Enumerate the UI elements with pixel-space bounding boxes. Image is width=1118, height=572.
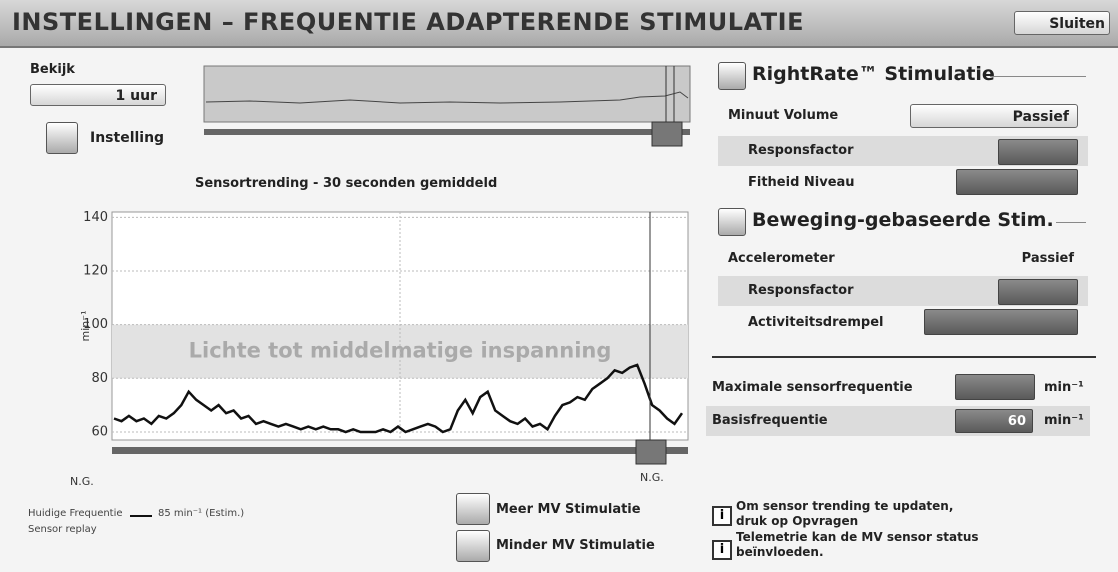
rule (1056, 222, 1086, 223)
info-text: Om sensor trending te updaten, (736, 499, 954, 513)
y-tick-label: 80 (91, 371, 108, 386)
unit: min⁻¹ (1044, 380, 1084, 395)
info-icon: i (712, 540, 732, 560)
accelerometer-value: Passief (1021, 251, 1074, 266)
rightrate-title: RightRate™ Stimulatie (752, 63, 995, 85)
fitness-label: Fitheid Niveau (748, 175, 855, 190)
y-tick-label: 60 (91, 424, 108, 439)
minute-volume-dropdown[interactable]: Passief (910, 104, 1078, 128)
activity-threshold-label: Activiteitsdrempel (748, 315, 884, 330)
base-rate-label: Basisfrequentie (712, 413, 828, 428)
less-icon[interactable] (456, 530, 490, 562)
rightrate-icon (718, 62, 746, 90)
separator (712, 356, 1096, 358)
response-factor-label: Responsfactor (748, 283, 854, 298)
y-tick-label: 120 (83, 264, 108, 279)
accelerometer-label: Accelerometer (728, 251, 835, 266)
chart-title: Sensortrending - 30 seconden gemiddeld (195, 176, 498, 191)
base-rate-value[interactable]: 60 (955, 409, 1033, 433)
max-sensor-label: Maximale sensorfrequentie (712, 380, 913, 395)
more-button[interactable]: Meer MV Stimulatie (496, 502, 641, 517)
band-label: Lichte tot middelmatige inspanning (189, 338, 612, 362)
trend-chart: Lichte tot middelmatige inspanning 60 80 10… (70, 65, 691, 488)
info-text: beïnvloeden. (736, 545, 824, 559)
info-text: druk op Opvragen (736, 514, 859, 528)
trend-line (113, 363, 684, 434)
time-slider (112, 447, 688, 454)
minute-volume-label: Minuut Volume (728, 108, 839, 123)
overview-chart (203, 65, 691, 123)
legend-value: 85 min⁻¹ (Estim.) (158, 508, 245, 519)
replay-label: Sensor replay (28, 524, 97, 535)
value-box[interactable] (998, 139, 1078, 165)
settings-icon[interactable] (46, 122, 78, 154)
overview-slider[interactable] (204, 129, 690, 135)
slider-handle[interactable] (635, 439, 667, 465)
title-bar (0, 0, 1118, 48)
info-icon: i (712, 506, 732, 526)
view-label: Bekijk (30, 62, 75, 77)
y-tick-label: 140 (83, 210, 108, 225)
view-dropdown[interactable]: 1 uur (30, 84, 166, 106)
legend-swatch (130, 515, 152, 517)
motion-icon (718, 208, 746, 236)
motion-title: Beweging-gebaseerde Stim. (752, 209, 1054, 231)
unit: min⁻¹ (1044, 413, 1084, 428)
info-text: Telemetrie kan de MV sensor status (736, 530, 979, 544)
value-box[interactable] (955, 374, 1035, 400)
less-button[interactable]: Minder MV Stimulatie (496, 538, 655, 553)
screen-title: INSTELLINGEN – FREQUENTIE ADAPTERENDE ST… (12, 8, 804, 36)
y-tick-label: 100 (83, 317, 108, 332)
value-box[interactable] (924, 309, 1078, 335)
value-box[interactable] (998, 279, 1078, 305)
more-icon[interactable] (456, 493, 490, 525)
x-label-start: N.G. (70, 475, 94, 488)
rule (990, 76, 1086, 77)
x-label-end: N.G. (640, 471, 664, 484)
settings-button[interactable]: Instelling (90, 130, 165, 146)
overview-line (205, 91, 689, 104)
legend-label: Huidige Frequentie (28, 508, 123, 519)
close-button[interactable]: Sluiten (1014, 11, 1110, 35)
value-box[interactable] (956, 169, 1078, 195)
response-factor-label: Responsfactor (748, 143, 854, 158)
overview-handle[interactable] (651, 121, 683, 147)
y-axis-label: min⁻¹ (79, 311, 92, 342)
